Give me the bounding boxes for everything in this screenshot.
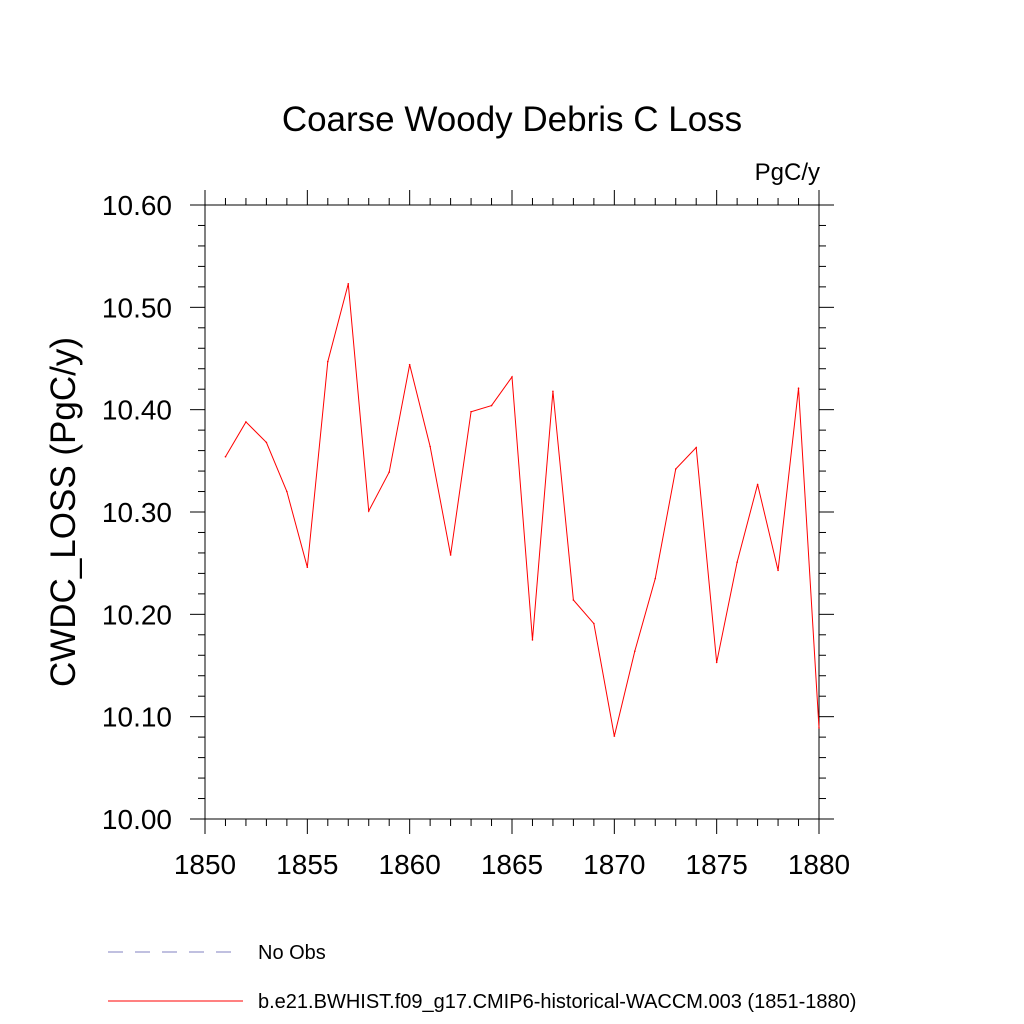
- units-label: PgC/y: [755, 159, 820, 186]
- data-point: [306, 566, 309, 569]
- x-tick-label: 1860: [379, 849, 441, 880]
- x-tick-label: 1870: [583, 849, 645, 880]
- y-tick-label: 10.10: [102, 702, 172, 733]
- y-tick-label: 10.50: [102, 292, 172, 323]
- x-tick-label: 1880: [788, 849, 850, 880]
- data-point: [367, 510, 370, 512]
- data-point: [245, 421, 247, 423]
- data-point: [449, 554, 452, 556]
- x-tick-label: 1855: [276, 849, 338, 880]
- data-point: [511, 376, 513, 378]
- legend-label: No Obs: [258, 942, 326, 964]
- plot-frame: [204, 204, 820, 820]
- y-tick-label: 10.40: [102, 395, 172, 426]
- data-point: [224, 455, 227, 458]
- data-point: [490, 404, 493, 407]
- axis-tick-labels: 1850 1855 1860 1865 1870 1875 1880 10.00 10.10 10…: [102, 190, 850, 880]
- data-point: [327, 360, 329, 363]
- series-group: [224, 282, 820, 737]
- legend-label: b.e21.BWHIST.f09_g17.CMIP6-historical-WA…: [258, 991, 856, 1013]
- data-point: [613, 735, 616, 737]
- data-point: [408, 363, 411, 366]
- y-axis-label: CWDC_LOSS (PgC/y): [44, 337, 83, 687]
- x-tick-label: 1875: [686, 849, 748, 880]
- data-point: [818, 727, 820, 729]
- data-point: [777, 569, 779, 572]
- data-point: [347, 282, 350, 285]
- y-tick-label: 10.60: [102, 190, 172, 221]
- data-point: [715, 661, 718, 664]
- y-tick-label: 10.00: [102, 804, 172, 835]
- data-point: [552, 390, 554, 393]
- data-point: [429, 445, 431, 448]
- data-point: [756, 483, 759, 486]
- axis-ticks: [190, 190, 834, 834]
- legend: No Obs b.e21.BWHIST.f09_g17.CMIP6-histori…: [108, 942, 856, 1013]
- data-point: [388, 471, 391, 473]
- data-point: [654, 577, 657, 580]
- x-tick-label: 1865: [481, 849, 543, 880]
- data-point: [531, 639, 534, 641]
- data-point: [736, 561, 738, 563]
- x-tick-label: 1850: [174, 849, 236, 880]
- data-point: [593, 622, 595, 625]
- data-point: [470, 410, 472, 413]
- data-point: [695, 446, 697, 449]
- series-line: [225, 283, 820, 737]
- data-point: [797, 387, 800, 389]
- data-point: [286, 490, 288, 493]
- data-point: [265, 441, 268, 444]
- data-point: [634, 650, 636, 652]
- y-tick-label: 10.20: [102, 599, 172, 630]
- chart-title: Coarse Woody Debris C Loss: [282, 100, 742, 139]
- data-point: [572, 599, 575, 601]
- y-tick-label: 10.30: [102, 497, 172, 528]
- data-point: [674, 468, 677, 470]
